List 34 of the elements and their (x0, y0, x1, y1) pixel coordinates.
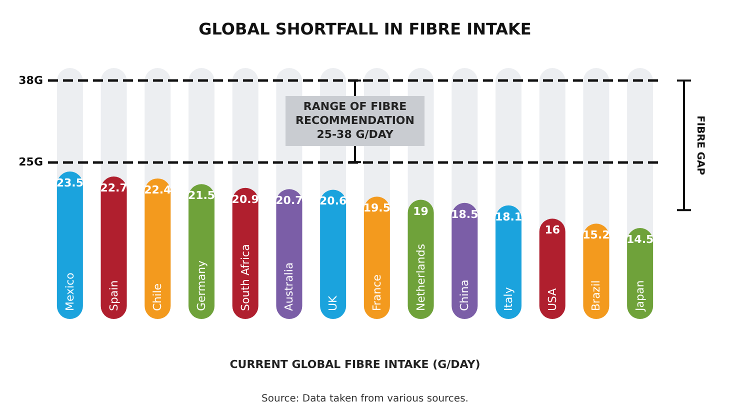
x-tick-label: Japan (634, 280, 647, 312)
x-tick-label: UK (326, 294, 340, 311)
annotation: RANGE OF FIBRE RECOMMENDATION 25-38 G/DAY (286, 96, 424, 146)
x-axis-title: CURRENT GLOBAL FIBRE INTAKE (G/DAY) (230, 358, 480, 371)
x-tick-label: Mexico (63, 272, 76, 311)
data-label: 19 (413, 204, 428, 218)
data-label: 22.7 (100, 182, 128, 195)
x-tick-label: Italy (502, 286, 515, 311)
data-label: 20.7 (276, 194, 303, 208)
x-tick-label: France (370, 274, 384, 311)
data-label: 18.1 (494, 210, 522, 224)
data-label: 21.5 (188, 189, 216, 202)
data-label: 15.2 (582, 228, 610, 242)
data-label: 14.5 (626, 233, 654, 246)
x-tick-label: South Africa (238, 244, 252, 311)
data-label: 19.5 (363, 202, 390, 215)
data-label: 20.6 (320, 194, 347, 208)
x-tick-label: China (458, 280, 472, 311)
data-label: 16 (544, 224, 560, 237)
x-tick-label: Spain (107, 280, 120, 311)
data-label: 23.5 (56, 176, 84, 190)
x-tick-label: Chile (151, 283, 164, 311)
x-tick-label: Australia (282, 262, 296, 311)
ref-line-label: 25G (18, 156, 43, 169)
chart-title: GLOBAL SHORTFALL IN FIBRE INTAKE (198, 20, 532, 38)
x-tick-label: Germany (195, 260, 208, 311)
x-tick-label: Brazil (590, 280, 603, 311)
x-tick-label: USA (546, 288, 559, 311)
data-label: 20.9 (232, 192, 259, 206)
data-label: 18.5 (451, 208, 478, 221)
source-note: Source: Data taken from various sources. (262, 394, 468, 404)
x-tick-label: Netherlands (414, 244, 428, 311)
text: FIBRE GAP (694, 116, 706, 176)
ref-line-label: 38G (18, 74, 43, 88)
